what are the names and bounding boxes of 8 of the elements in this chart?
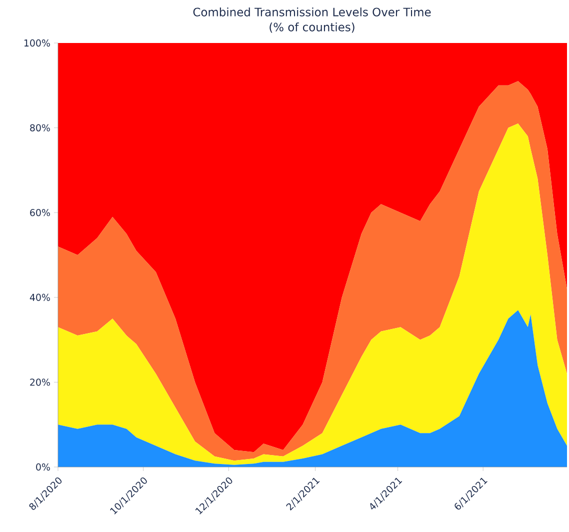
- y-tick-label: 40%: [30, 294, 50, 301]
- chart-title: Combined Transmission Levels Over Time: [193, 8, 431, 16]
- y-tick-label: 60%: [30, 209, 50, 216]
- y-tick-label: 80%: [30, 124, 50, 132]
- y-tick-label: 100%: [24, 39, 50, 47]
- y-tick-label: 20%: [30, 378, 50, 386]
- chart-subtitle: (% of counties): [270, 22, 354, 33]
- y-tick-label: 0%: [36, 463, 50, 471]
